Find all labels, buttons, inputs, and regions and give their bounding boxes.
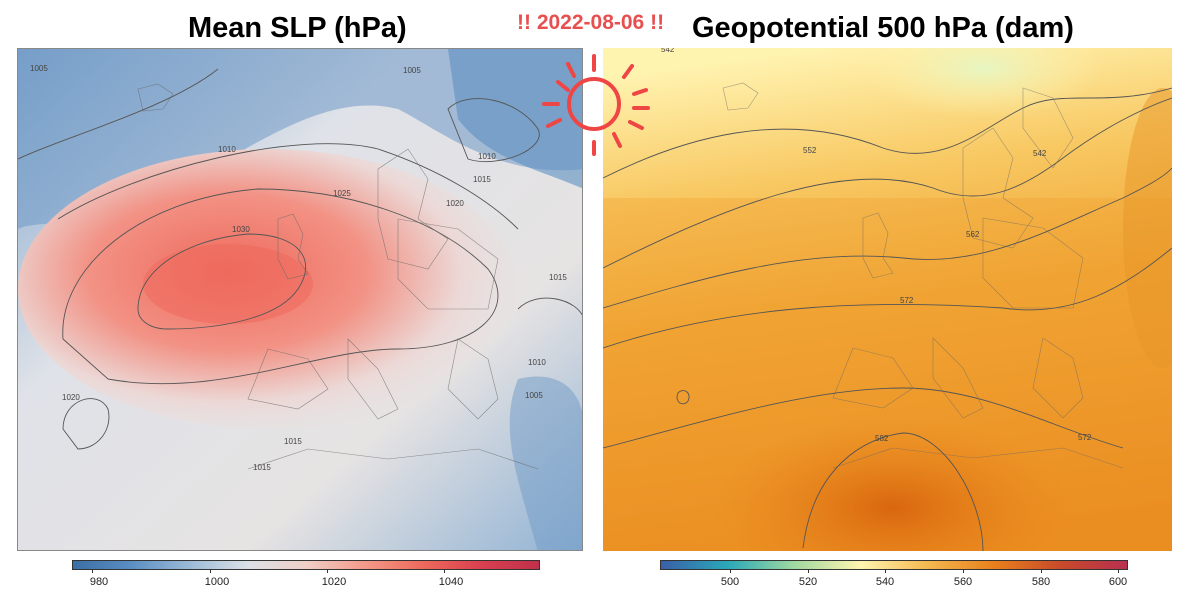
colorbar-tick-label: 1020 [321, 576, 347, 588]
contour-label: 1005 [30, 64, 48, 73]
z500-panel-title: Geopotential 500 hPa (dam) [692, 12, 1074, 44]
contour-label: 1010 [478, 152, 496, 161]
contour-label: 1005 [525, 391, 543, 400]
contour-label: 1010 [528, 358, 546, 367]
colorbar-tick [730, 569, 731, 573]
colorbar-tick-label: 1000 [204, 576, 230, 588]
contour-label: 1020 [62, 393, 80, 402]
colorbar-tick [963, 569, 964, 573]
z500-colorbar [660, 560, 1128, 570]
contour-label: 1030 [232, 225, 250, 234]
colorbar-tick-label: 500 [720, 576, 740, 588]
contour-label: 542 [1033, 149, 1047, 158]
contour-label: 582 [875, 434, 889, 443]
contour-label: 1015 [253, 463, 271, 472]
contour-label: 1025 [333, 189, 351, 198]
contour-label: 1015 [473, 175, 491, 184]
colorbar-tick-label: 580 [1031, 576, 1051, 588]
contour-label: 562 [966, 230, 980, 239]
colorbar-tick [808, 569, 809, 573]
contour-label: 572 [1078, 433, 1092, 442]
slp-colorbar [72, 560, 540, 570]
contour-label: 542 [661, 48, 675, 54]
contour-label: 552 [803, 146, 817, 155]
slp-panel-title: Mean SLP (hPa) [188, 12, 407, 44]
contour-label: 1005 [403, 66, 421, 75]
colorbar-tick [92, 569, 93, 573]
colorbar-tick [210, 569, 211, 573]
contour-label: 1015 [284, 437, 302, 446]
contour-label: 1010 [218, 145, 236, 154]
colorbar-tick [327, 569, 328, 573]
colorbar-tick [1118, 569, 1119, 573]
colorbar-tick-label: 520 [798, 576, 818, 588]
colorbar-tick [444, 569, 445, 573]
z500-map: 542 552 542 562 572 582 572 [603, 48, 1172, 551]
date-stamp: !! 2022-08-06 !! [517, 11, 665, 34]
colorbar-tick-label: 1040 [438, 576, 464, 588]
colorbar-tick [885, 569, 886, 573]
colorbar-tick-label: 540 [875, 576, 895, 588]
colorbar-tick [1041, 569, 1042, 573]
colorbar-tick-label: 560 [953, 576, 973, 588]
slp-map: 1005 1005 1010 1010 1015 1020 1025 1030 … [17, 48, 583, 551]
colorbar-tick-label: 600 [1108, 576, 1128, 588]
sun-icon [542, 54, 650, 156]
contour-label: 1015 [549, 273, 567, 282]
contour-label: 572 [900, 296, 914, 305]
colorbar-tick-label: 980 [89, 576, 109, 588]
contour-label: 1020 [446, 199, 464, 208]
